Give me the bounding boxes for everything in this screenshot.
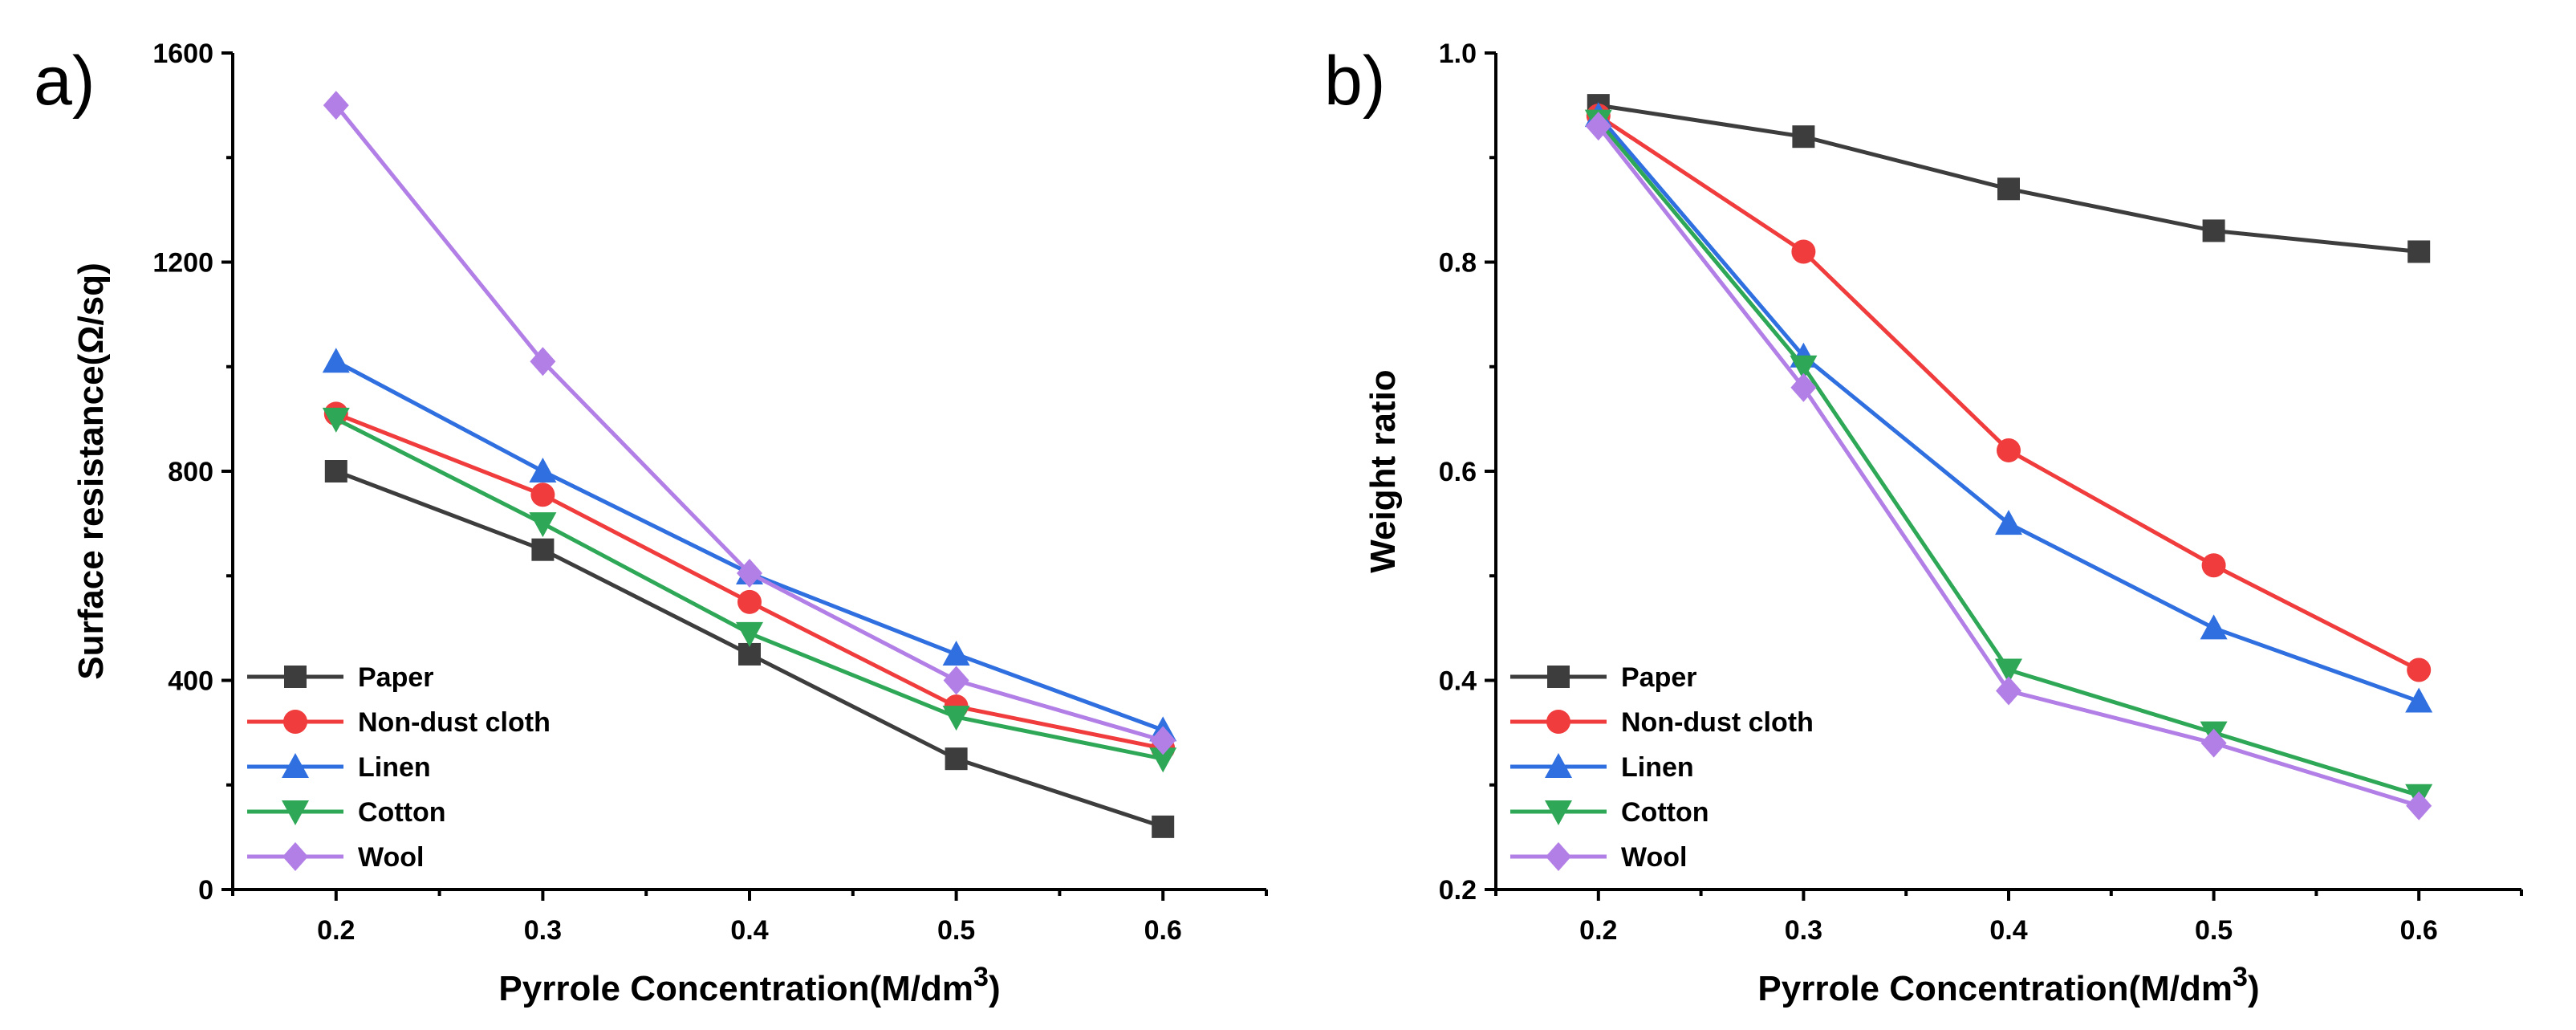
chart-a-y-axis-title: Surface resistance(Ω/sq) bbox=[71, 263, 111, 680]
chart-a-x-axis-title: Pyrrole Concentration(M/dm3) bbox=[498, 962, 1000, 1008]
chart-a-legend-label-cotton: Cotton bbox=[358, 797, 446, 828]
chart-b-x-tick-label: 0.3 bbox=[1785, 915, 1822, 946]
chart-a-x-tick-label: 0.2 bbox=[317, 915, 355, 946]
chart-a-legend-marker-non-dust-cloth bbox=[283, 710, 307, 734]
chart-a-legend-marker-linen bbox=[282, 753, 309, 778]
chart-a-point-wool bbox=[943, 666, 969, 695]
chart-b-point-wool bbox=[1585, 112, 1611, 141]
chart-a-y-tick-label: 0 bbox=[198, 875, 213, 906]
chart-b-legend-marker-paper bbox=[1547, 666, 1570, 688]
chart-b-point-cotton bbox=[1995, 658, 2022, 684]
chart-b-point-linen bbox=[2405, 687, 2433, 713]
chart-b-point-wool bbox=[1790, 373, 1817, 402]
chart-a-x-tick-label: 0.4 bbox=[730, 915, 768, 946]
chart-a-point-cotton bbox=[1149, 747, 1177, 773]
chart-b-y-tick-label: 0.8 bbox=[1439, 248, 1477, 279]
chart-a-legend-label-linen: Linen bbox=[358, 752, 431, 783]
chart-a-point-paper bbox=[945, 747, 968, 771]
chart-b-point-linen bbox=[1995, 510, 2022, 535]
chart-b-panel-label: b) bbox=[1324, 43, 1385, 120]
chart-a-point-wool bbox=[530, 347, 556, 377]
chart-b-point-non-dust-cloth bbox=[1791, 239, 1816, 264]
chart-b-legend-label-paper: Paper bbox=[1621, 662, 1697, 693]
chart-b-x-tick-label: 0.5 bbox=[2195, 915, 2233, 946]
chart-b-point-non-dust-cloth bbox=[1997, 438, 2021, 462]
chart-b-point-non-dust-cloth bbox=[2407, 657, 2432, 682]
chart-a-point-linen bbox=[322, 348, 350, 373]
chart-b-point-wool bbox=[2200, 728, 2227, 758]
chart-b-y-tick-label: 0.4 bbox=[1439, 666, 1477, 697]
chart-b-legend-marker-wool bbox=[1546, 842, 1571, 871]
chart-a-y-tick-label: 1200 bbox=[152, 248, 213, 279]
chart-b-legend-label-wool: Wool bbox=[1621, 842, 1687, 873]
chart-b-weight-ratio: b) 0.2 0.4 0.6 0.8 1.0 0.2 0.3 0.4 0.5 0.6 Pyrrole … bbox=[1324, 39, 2523, 1008]
chart-b-point-paper bbox=[1792, 125, 1815, 149]
chart-a-point-wool bbox=[323, 91, 349, 120]
chart-b-y-axis-title: Weight ratio bbox=[1363, 369, 1403, 572]
chart-a-point-non-dust-cloth bbox=[530, 482, 555, 507]
chart-a-point-cotton bbox=[322, 407, 350, 433]
chart-b-point-non-dust-cloth bbox=[2201, 553, 2226, 578]
chart-b-point-paper bbox=[1997, 177, 2020, 201]
chart-a-legend-label-paper: Paper bbox=[358, 662, 434, 693]
chart-b-point-paper bbox=[2202, 219, 2225, 242]
chart-b-x-tick-label: 0.2 bbox=[1579, 915, 1617, 946]
chart-a-y-tick-label: 1600 bbox=[152, 39, 213, 69]
chart-a-point-linen bbox=[942, 640, 970, 666]
chart-a-y-tick-label: 400 bbox=[168, 666, 213, 697]
chart-a-point-paper bbox=[324, 460, 347, 482]
chart-b-legend-marker-cotton bbox=[1545, 800, 1572, 825]
chart-b-point-wool bbox=[2406, 791, 2432, 820]
chart-b-legend-label-cotton: Cotton bbox=[1621, 797, 1709, 828]
chart-b-y-tick-label: 1.0 bbox=[1439, 39, 1477, 69]
chart-b-x-axis-title: Pyrrole Concentration(M/dm3) bbox=[1757, 962, 2259, 1008]
chart-a-x-tick-label: 0.5 bbox=[937, 915, 975, 946]
chart-b-legend-marker-non-dust-cloth bbox=[1546, 710, 1570, 734]
chart-a-legend-label-wool: Wool bbox=[358, 842, 424, 873]
chart-a-x-tick-label: 0.3 bbox=[524, 915, 562, 946]
chart-a-point-linen bbox=[529, 458, 557, 482]
chart-b-x-tick-label: 0.6 bbox=[2400, 915, 2438, 946]
chart-a-point-cotton bbox=[942, 706, 970, 731]
chart-a-point-wool bbox=[1150, 726, 1176, 755]
chart-b-legend-marker-linen bbox=[1545, 753, 1572, 778]
chart-a-y-tick-label: 800 bbox=[168, 457, 213, 487]
chart-b-point-cotton bbox=[1790, 355, 1818, 381]
chart-b-legend-label-linen: Linen bbox=[1621, 752, 1694, 783]
chart-a-point-paper bbox=[1152, 815, 1175, 838]
chart-b-x-tick-label: 0.4 bbox=[1989, 915, 2027, 946]
chart-a-surface-resistance: a) 0 400 800 1200 1600 0.2 0.3 0.4 0.5 0.6 Pyrrole … bbox=[34, 39, 1268, 1008]
chart-a-series-line-linen bbox=[335, 360, 1164, 732]
chart-a-point-wool bbox=[737, 558, 762, 588]
chart-b-y-tick-label: 0.2 bbox=[1439, 875, 1477, 906]
chart-b-series-line-linen bbox=[1596, 114, 2420, 703]
chart-a-legend-marker-cotton bbox=[282, 800, 309, 825]
chart-a-point-cotton bbox=[529, 512, 557, 538]
chart-b-point-paper bbox=[2407, 240, 2431, 263]
chart-a-point-non-dust-cloth bbox=[737, 589, 762, 614]
chart-b-point-linen bbox=[2200, 614, 2228, 640]
chart-a-x-tick-label: 0.6 bbox=[1144, 915, 1182, 946]
chart-b-legend-label-non-dust-cloth: Non-dust cloth bbox=[1621, 707, 1814, 738]
chart-a-point-paper bbox=[531, 538, 555, 561]
chart-a-legend-marker-paper bbox=[284, 666, 307, 688]
chart-a-point-cotton bbox=[736, 621, 763, 647]
chart-b-point-wool bbox=[1996, 676, 2021, 706]
chart-a-panel-label: a) bbox=[34, 43, 95, 120]
chart-a-legend-label-non-dust-cloth: Non-dust cloth bbox=[358, 707, 551, 738]
chart-b-y-tick-label: 0.6 bbox=[1439, 457, 1477, 487]
chart-a-legend-marker-wool bbox=[282, 842, 308, 871]
